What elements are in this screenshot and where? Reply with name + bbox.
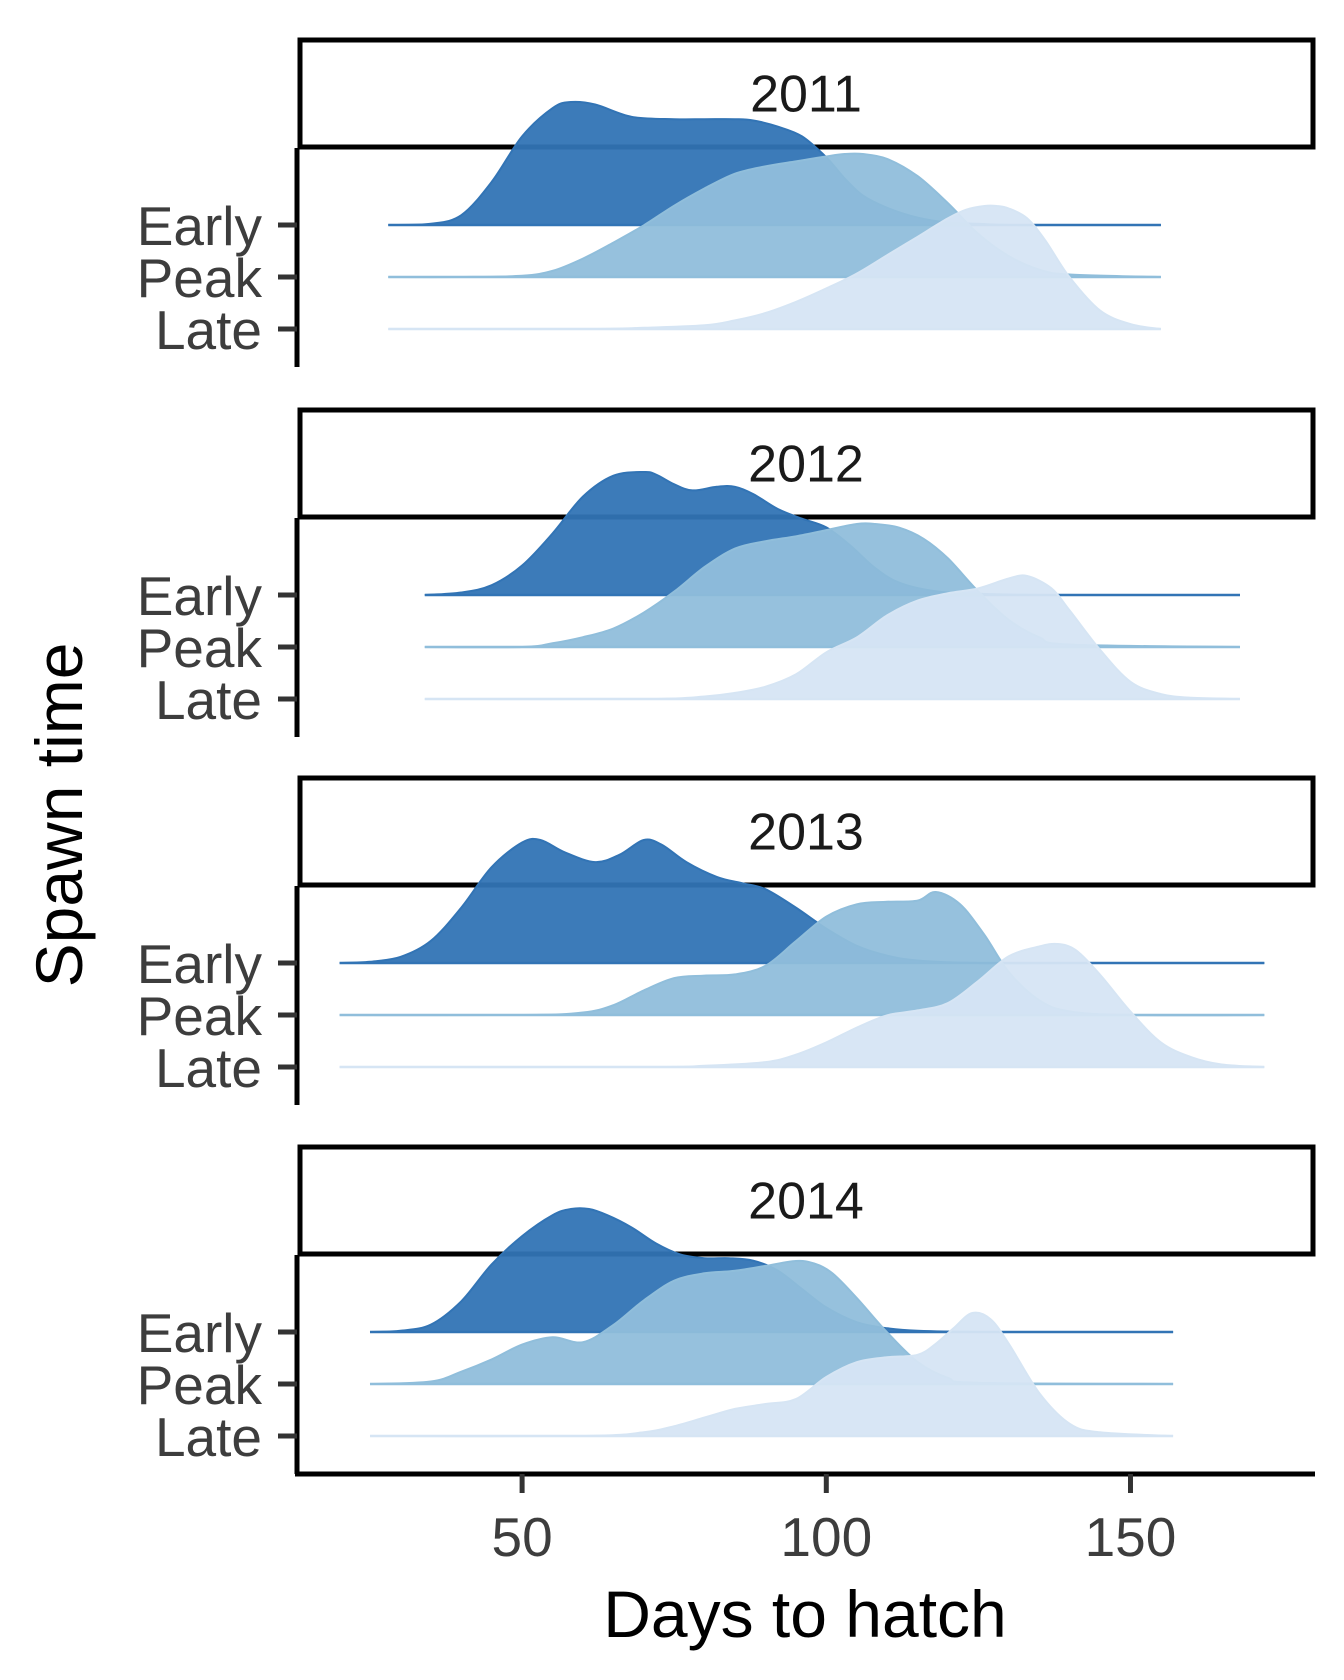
ridge-area-late [388, 205, 1161, 330]
ridge-area-late [339, 943, 1265, 1068]
panels-group: 2011EarlyPeakLate2012EarlyPeakLate2013Ea… [137, 37, 1316, 1474]
strip-box [297, 775, 1316, 888]
strip-label: 2014 [748, 1173, 864, 1231]
ridge-outline-late [424, 574, 1241, 701]
y-tick-label-peak: Peak [137, 985, 263, 1047]
strip-label: 2011 [750, 66, 862, 124]
ridge-outline-late [388, 204, 1162, 331]
strip-box [297, 37, 1316, 150]
x-axis-title: Days to hatch [603, 1577, 1007, 1651]
y-tick-label-peak: Peak [137, 1354, 263, 1416]
y-tick-label-early: Early [137, 565, 263, 627]
ridge-outline-early [369, 1207, 1174, 1334]
y-tick-label-early: Early [137, 195, 263, 257]
ridge-area-early [339, 838, 1265, 964]
x-axis: 50 100 150 [295, 1471, 1315, 1568]
y-tick-label-late: Late [155, 299, 262, 361]
ridge-area-peak [424, 523, 1240, 648]
ridge-area-peak [370, 1260, 1174, 1384]
ridge-outline-late [369, 1311, 1174, 1438]
ridge-outline-late [339, 942, 1265, 1069]
x-tick-label: 150 [1085, 1506, 1177, 1568]
y-tick-label-early: Early [137, 1302, 263, 1364]
y-tick-label-peak: Peak [137, 617, 263, 679]
y-axis-title: Spawn time [22, 643, 96, 988]
strip-box [297, 407, 1316, 520]
y-tick-label-early: Early [137, 933, 263, 995]
y-tick-label-late: Late [155, 669, 262, 731]
strip-box [297, 1144, 1316, 1257]
strip-label: 2013 [748, 804, 864, 862]
y-tick-label-peak: Peak [137, 247, 263, 309]
x-tick-label: 100 [780, 1506, 872, 1568]
strip-label: 2012 [748, 436, 864, 494]
y-tick-label-late: Late [155, 1406, 262, 1468]
ridge-area-peak [339, 891, 1265, 1016]
ridge-area-late [424, 575, 1240, 700]
ridge-area-late [370, 1312, 1174, 1437]
y-tick-label-late: Late [155, 1037, 262, 1099]
x-tick-label: 50 [492, 1506, 553, 1568]
ridge-area-early [388, 101, 1161, 226]
